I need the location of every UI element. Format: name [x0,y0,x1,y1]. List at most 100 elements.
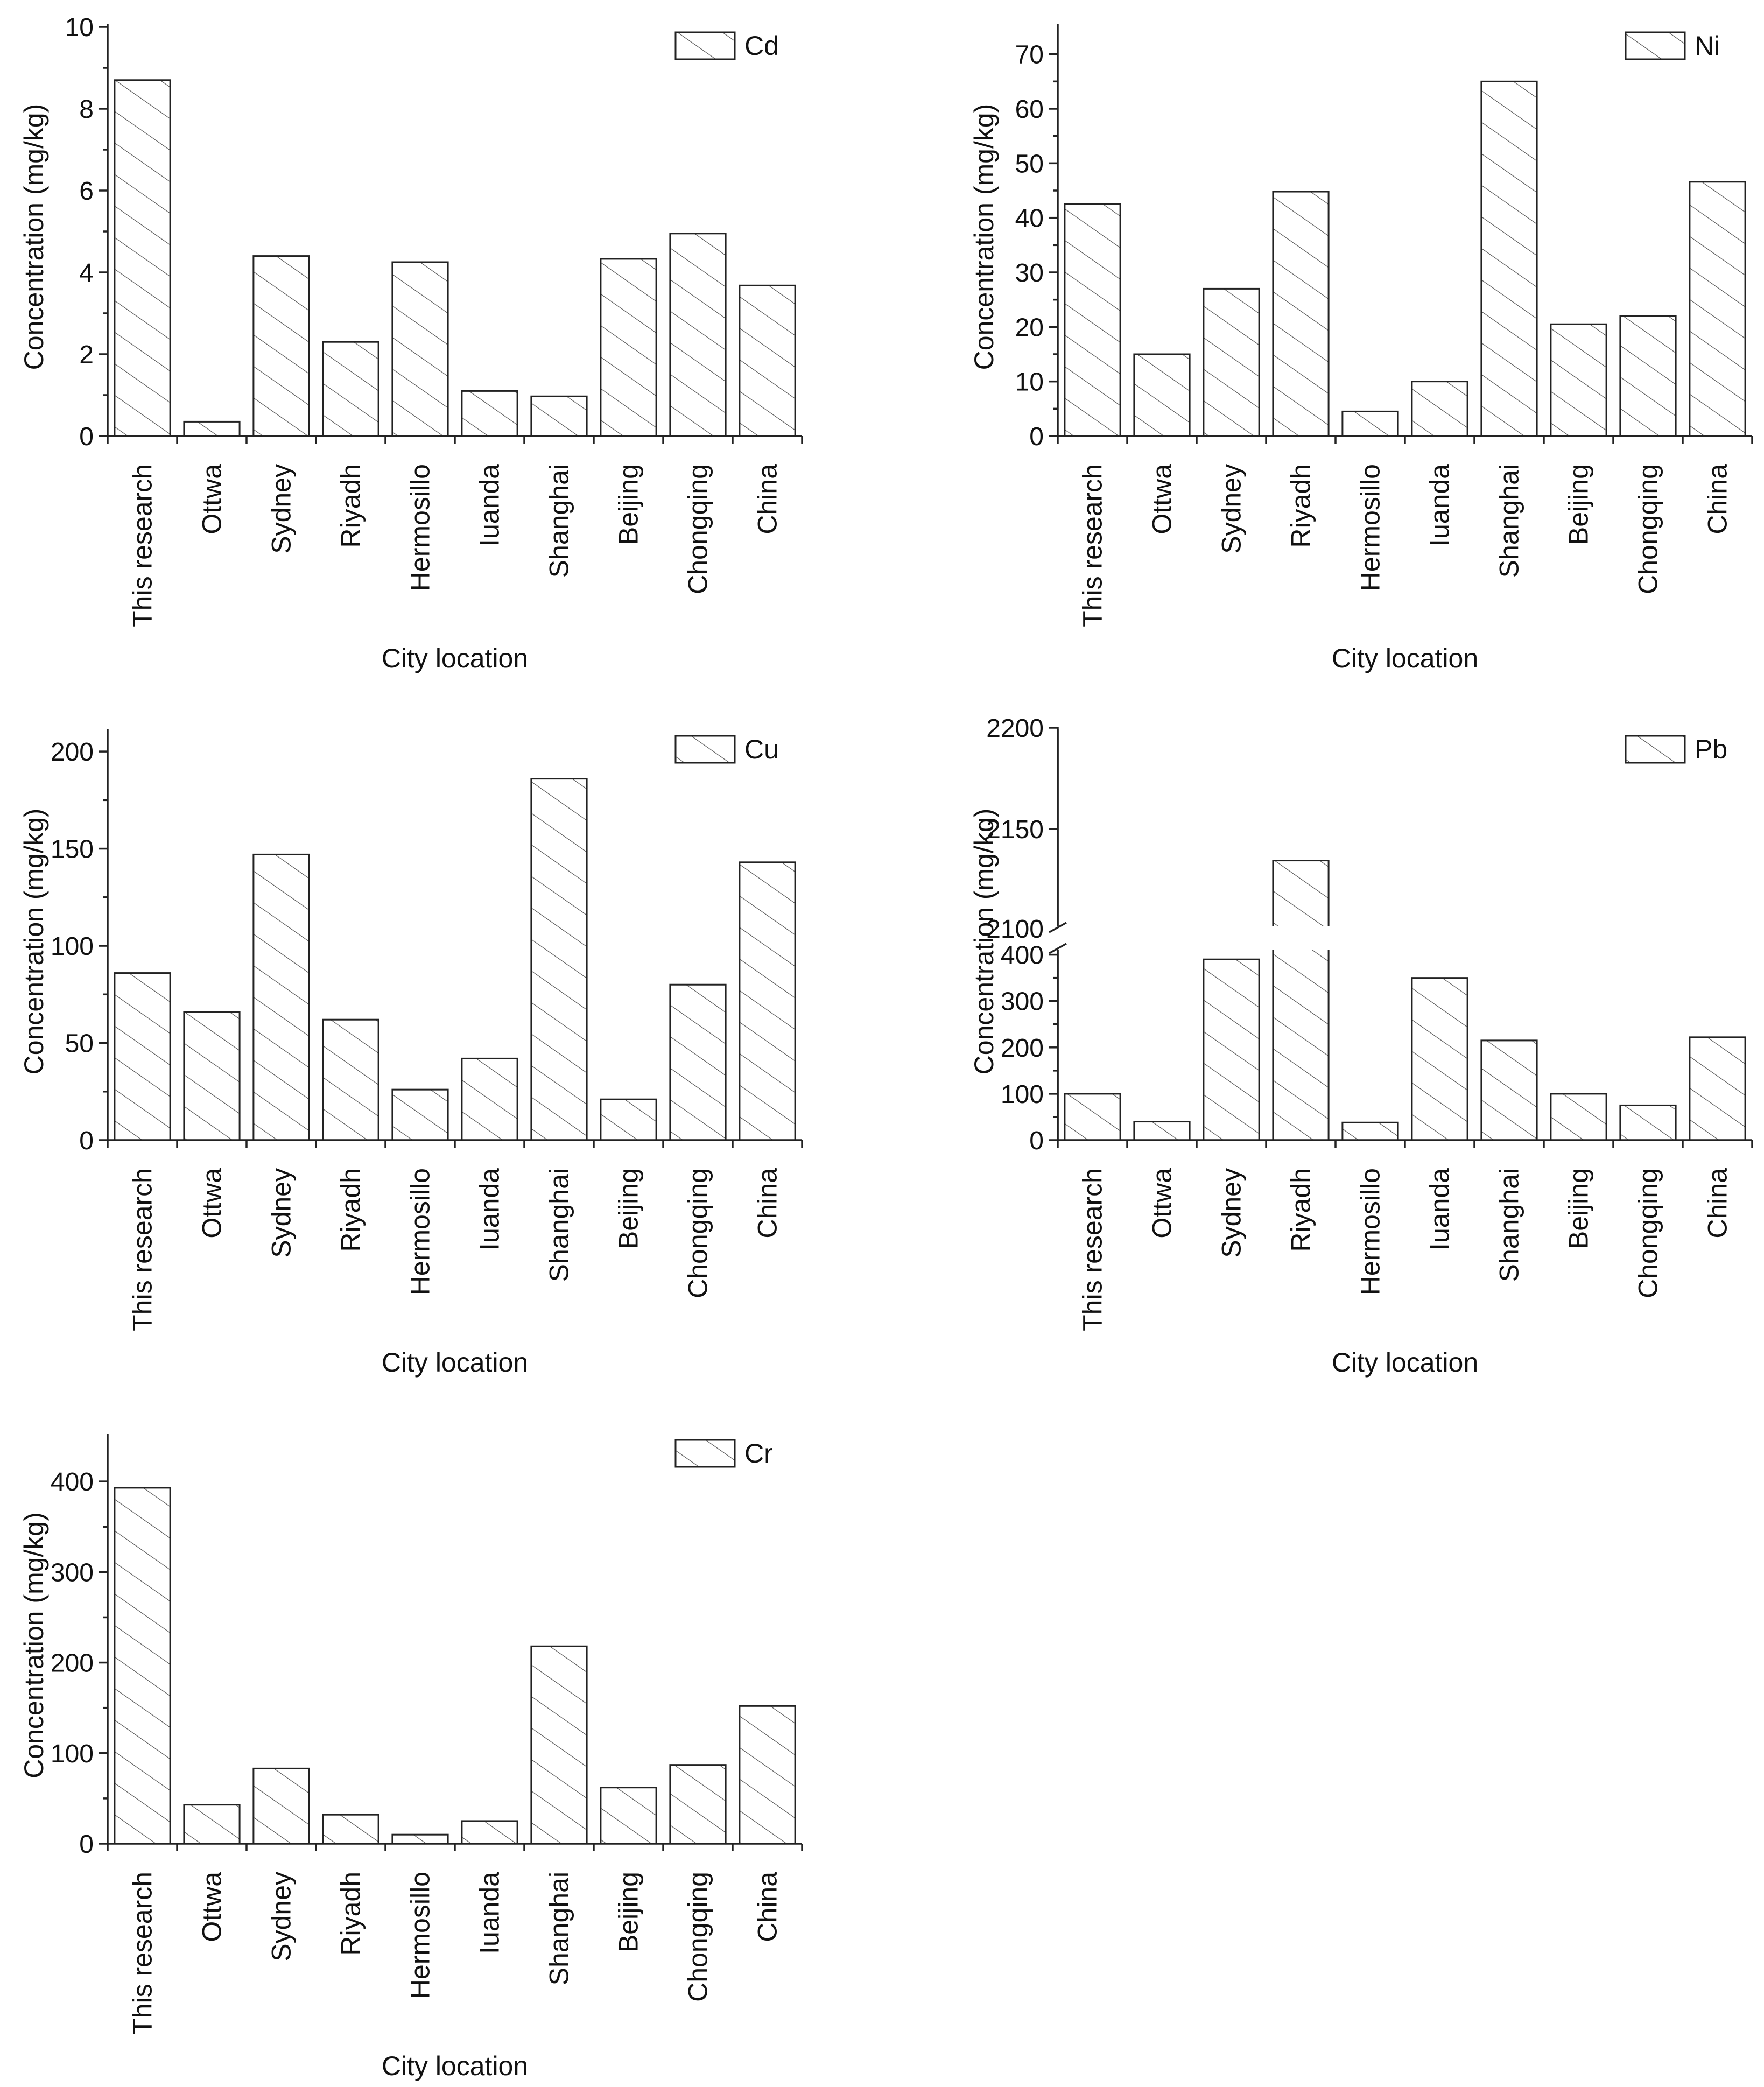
bar-shanghai [530,778,588,1141]
bar-hermosillo [391,1088,449,1141]
legend-swatch [674,735,736,764]
x-tick-label-beijing: Beijing [614,1872,644,1952]
x-tick-label-hermosillo: Hermosillo [1355,464,1386,591]
x-tick-label-this-research: This research [1078,464,1108,627]
x-tick-label-chongqing: Chongqing [683,1872,713,2002]
bar-china [739,861,796,1141]
y-tick-label: 2200 [986,714,1044,743]
y-tick-label: 200 [1001,1034,1044,1063]
bar-chongqing [1619,1104,1677,1141]
x-tick-label-ottwa: Ottwa [197,1872,227,1942]
bar-ottwa [183,1804,241,1845]
y-tick-label: 0 [1029,423,1044,451]
x-tick-label-sydney: Sydney [1217,1168,1247,1258]
y-tick-label: 20 [1015,313,1044,342]
bar-iuanda [1411,977,1468,1141]
bar-riyadh [1272,860,1330,1141]
bar-hermosillo [391,261,449,437]
x-tick-label-chongqing: Chongqing [683,1168,713,1298]
y-tick-label: 50 [65,1030,94,1058]
x-tick-label-iuanda: Iuanda [1425,464,1455,546]
y-tick-label: 200 [51,1649,94,1678]
x-tick-label-this-research: This research [128,1168,158,1331]
bar-ottwa [183,1011,241,1141]
x-tick-label-shanghai: Shanghai [544,1168,574,1282]
x-tick-label-riyadh: Riyadh [336,1168,366,1252]
x-tick-label-sydney: Sydney [266,464,297,554]
bar-sydney [252,255,310,437]
legend-label: Cr [744,1438,773,1468]
y-tick-label: 300 [51,1558,94,1587]
y-tick-label: 100 [51,932,94,961]
x-tick-label-beijing: Beijing [1564,464,1594,545]
x-tick-label-iuanda: Iuanda [1425,1168,1455,1250]
y-tick-label: 0 [79,1127,94,1155]
legend-label: Cu [744,734,779,764]
x-tick-label-chongqing: Chongqing [683,464,713,594]
legend-label: Cd [744,31,779,61]
bar-beijing [1550,1093,1607,1141]
x-tick-label-hermosillo: Hermosillo [405,1872,435,1999]
bar-hermosillo [1341,410,1399,437]
y-tick-label: 200 [51,738,94,767]
bar-iuanda [461,390,518,437]
bar-beijing [600,258,657,437]
y-tick-label: 100 [51,1740,94,1768]
bar-riyadh [322,1814,379,1845]
bar-sydney [252,1767,310,1845]
y-tick-label: 400 [51,1468,94,1496]
x-tick-label-hermosillo: Hermosillo [1355,1168,1386,1295]
bar-sydney [252,853,310,1141]
x-tick-label-shanghai: Shanghai [544,464,574,578]
x-tick-label-beijing: Beijing [614,464,644,545]
x-tick-label-iuanda: Iuanda [475,1168,505,1250]
x-tick-label-riyadh: Riyadh [1286,464,1316,548]
bar-ottwa [1133,353,1191,437]
x-tick-label-shanghai: Shanghai [544,1872,574,1985]
y-tick-label: 400 [1001,941,1044,970]
x-tick-label-riyadh: Riyadh [1286,1168,1316,1252]
chart-cr: 0 100 200 300 400 This research Ottwa Sydney Riy… [19,1434,803,2081]
bar-riyadh [322,341,379,437]
bar-china [1689,1036,1746,1141]
x-axis-title: City location [382,1347,528,1378]
y-tick-label: 70 [1015,41,1044,69]
x-tick-label-hermosillo: Hermosillo [405,1168,435,1295]
bar-riyadh [322,1018,379,1141]
legend-label: Ni [1695,31,1720,61]
x-tick-label-china: China [753,464,783,535]
x-tick-label-china: China [753,1872,783,1942]
x-tick-label-this-research: This research [1078,1168,1108,1331]
y-tick-label: 60 [1015,95,1044,124]
bar-china [739,1705,796,1845]
bar-chongqing [669,1764,727,1845]
bar-shanghai [1480,80,1538,437]
bar-china [739,284,796,437]
y-tick-label: 0 [79,423,94,451]
legend-swatch [1625,31,1686,60]
legend-swatch [1625,735,1686,764]
bar-this-research [1064,1093,1121,1141]
x-tick-label-iuanda: Iuanda [475,1872,505,1954]
bar-beijing [600,1787,657,1845]
y-tick-label: 50 [1015,150,1044,178]
y-axis-title: Concentration (mg/kg) [19,809,49,1075]
y-tick-label: 10 [65,13,94,42]
x-tick-label-sydney: Sydney [1217,464,1247,554]
legend-swatch [674,31,736,60]
y-axis-title: Concentration (mg/kg) [969,104,999,370]
bar-sydney [1203,958,1260,1141]
y-tick-label: 40 [1015,205,1044,233]
bar-iuanda [461,1057,518,1141]
x-tick-label-iuanda: Iuanda [475,464,505,546]
x-tick-label-this-research: This research [128,1872,158,2035]
chart-cd: 0 2 4 6 8 10 This research Ottwa Sydney Riyadh Her… [19,13,803,673]
y-tick-label: 150 [51,835,94,864]
x-axis-title: City location [382,2051,528,2081]
chart-ni: 0 10 20 30 40 50 60 70 This research Ottwa Sydney R… [969,24,1753,673]
bar-china [1689,181,1746,437]
x-tick-label-beijing: Beijing [614,1168,644,1249]
y-tick-label: 2150 [986,816,1044,844]
x-tick-label-shanghai: Shanghai [1494,464,1524,578]
